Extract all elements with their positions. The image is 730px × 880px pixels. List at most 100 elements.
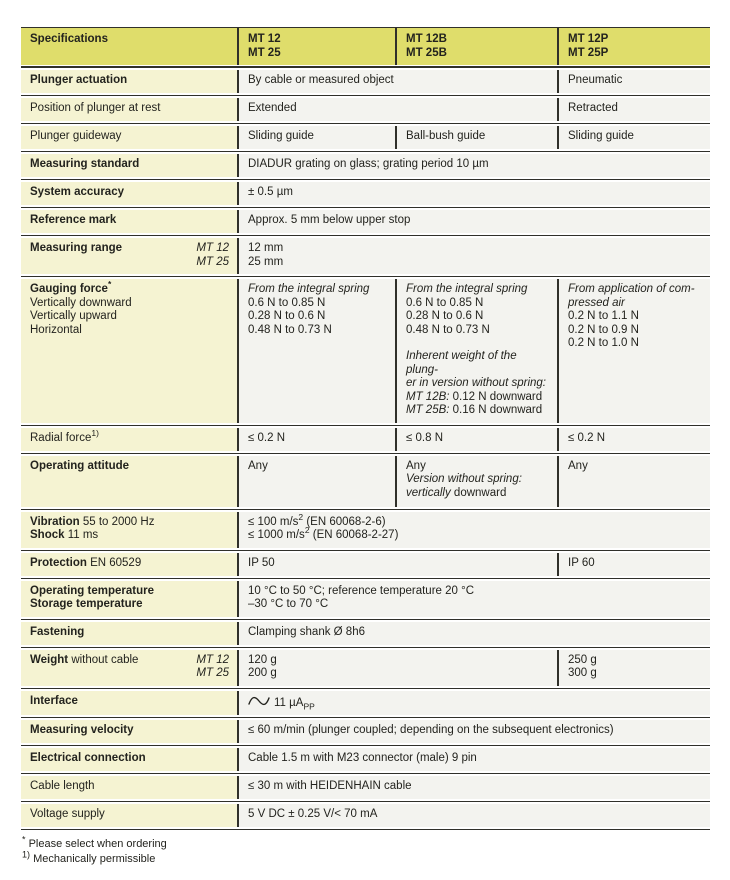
footnote-marker-asterisk: *	[107, 279, 112, 290]
header-mt12b-mt25b: MT 12B MT 25B	[395, 28, 557, 65]
row-label: Vibration 55 to 2000 Hz Shock 11 ms	[21, 511, 237, 548]
row-rule	[21, 717, 710, 718]
force-line: 0.28 N to 0.6 N	[248, 310, 326, 322]
storage-temp-label: Storage temperature	[30, 598, 143, 610]
row-measuring-velocity: Measuring velocity ≤ 60 m/min (plunger c…	[21, 720, 710, 743]
header-model-line: MT 25B	[406, 46, 447, 59]
header-model-line: MT 12B	[406, 33, 447, 45]
row-label: Measuring velocity	[21, 720, 237, 743]
row-label: Operating temperature Storage temperatur…	[21, 580, 237, 617]
row-rule	[21, 235, 710, 236]
row-label: Electrical connection	[21, 748, 237, 771]
row-rule	[21, 618, 710, 620]
footnote-text: Please select when ordering	[28, 838, 167, 850]
vibration-label-line: Vibration 55 to 2000 Hz	[30, 516, 229, 530]
force-line: 0.48 N to 0.73 N	[406, 323, 490, 336]
value-mt12b: From the integral spring 0.6 N to 0.85 N…	[395, 279, 557, 423]
force-line: 0.28 N to 0.6 N	[406, 310, 484, 322]
value-mt12: ≤ 0.2 N	[237, 427, 395, 451]
header-bottom-rule	[21, 66, 710, 68]
row-label-text: Measuring range	[30, 242, 123, 254]
row-rule	[21, 687, 710, 689]
weight-qualifier: without cable	[68, 653, 139, 666]
row-label: Radial force1)	[21, 427, 237, 451]
operating-temp-label: Operating temperature	[30, 584, 154, 597]
row-system-accuracy: System accuracy ± 0.5 µm	[21, 182, 710, 205]
source-note: From application of com-	[568, 283, 695, 295]
model-name: MT 12B:	[406, 390, 450, 403]
row-radial-force: Radial force1) ≤ 0.2 N ≤ 0.8 N ≤ 0.2 N	[21, 427, 710, 451]
value-all-models: ≤ 30 m with HEIDENHAIN cable	[237, 776, 710, 799]
force-line: 0.6 N to 0.85 N	[406, 296, 484, 309]
vibration-word: Vibration	[30, 515, 80, 528]
row-label-text: Weight without cable	[30, 654, 138, 681]
row-voltage-supply: Voltage supply 5 V DC ± 0.25 V/< 70 mA	[21, 804, 710, 827]
row-label: Fastening	[21, 621, 237, 645]
row-gauging-force: Gauging force* Vertically downward Verti…	[21, 279, 710, 423]
force-line: 0.2 N to 1.0 N	[568, 337, 639, 349]
row-label-text: Gauging force*	[30, 280, 229, 297]
value-mt12p: Retracted	[557, 98, 710, 121]
shock-value: ≤ 1000 m/s	[248, 529, 305, 541]
row-rule	[21, 577, 710, 579]
value-mt12p: IP 60	[557, 552, 710, 576]
row-measuring-standard: Measuring standard DIADUR grating on gla…	[21, 154, 710, 177]
row-rule	[21, 151, 710, 152]
value-mt12p: ≤ 0.2 N	[557, 427, 710, 451]
attitude-note-line: vertically downward	[406, 487, 549, 501]
value-mt12-mt12b: Extended	[237, 98, 557, 121]
row-rule	[21, 207, 710, 208]
row-rule	[21, 646, 710, 648]
protection-word: Protection	[30, 556, 87, 569]
value-all-models: 11 µAPP	[237, 690, 710, 715]
row-label: Measuring range MT 12 MT 25	[21, 238, 237, 274]
footnote-ordering: * Please select when ordering	[22, 835, 710, 852]
source-note: From the integral spring	[248, 283, 370, 295]
row-rule	[21, 801, 710, 802]
sine-wave-icon	[248, 696, 270, 705]
value-mt12-mt12b: By cable or measured object	[237, 70, 557, 93]
row-electrical-connection: Electrical connection Cable 1.5 m with M…	[21, 748, 710, 771]
value-all-models: Clamping shank Ø 8h6	[237, 621, 710, 645]
shock-standard: (EN 60068-2-27)	[309, 529, 399, 541]
model-sublabel: MT 25	[196, 255, 229, 268]
row-label: Measuring standard	[21, 154, 237, 177]
inherent-weight-note: Inherent weight of the plung-	[406, 350, 517, 376]
header-model-line: MT 25	[248, 46, 281, 59]
gauging-force-label: Gauging force	[30, 283, 108, 295]
value-mt12b: Ball-bush guide	[395, 126, 557, 149]
row-reference-mark: Reference mark Approx. 5 mm below upper …	[21, 210, 710, 233]
range-mt25: 25 mm	[248, 255, 284, 268]
row-label: Reference mark	[21, 210, 237, 233]
row-cable-length: Cable length ≤ 30 m with HEIDENHAIN cabl…	[21, 776, 710, 799]
interface-signal: 11 µA	[274, 696, 304, 709]
row-rule	[21, 95, 710, 96]
row-label: Operating attitude	[21, 455, 237, 507]
row-label: Position of plunger at rest	[21, 98, 237, 121]
header-row: Specifications MT 12 MT 25 MT 12B MT 25B…	[21, 28, 710, 65]
vibration-value-line: ≤ 100 m/s2 (EN 60068-2-6)	[248, 512, 702, 530]
attitude-note: Version without spring:	[406, 473, 522, 485]
weight-word: Weight	[30, 653, 69, 666]
header-mt12p-mt25p: MT 12P MT 25P	[557, 28, 710, 65]
source-note: From the integral spring	[406, 283, 528, 295]
header-mt12-mt25: MT 12 MT 25	[237, 28, 395, 65]
row-rule	[21, 508, 710, 510]
model-sublabel: MT 25	[196, 667, 229, 679]
value-all-models: Approx. 5 mm below upper stop	[237, 210, 710, 233]
row-vibration-shock: Vibration 55 to 2000 Hz Shock 11 ms ≤ 10…	[21, 511, 710, 548]
force-line: 0.48 N to 0.73 N	[248, 323, 332, 336]
value-all-models: DIADUR grating on glass; grating period …	[237, 154, 710, 177]
value-mt12p: Any	[557, 455, 710, 507]
row-temperature: Operating temperature Storage temperatur…	[21, 580, 710, 617]
row-rule	[21, 276, 710, 277]
row-label: Interface	[21, 690, 237, 715]
vibration-standard: (EN 60068-2-6)	[303, 515, 386, 528]
value-mt12: From the integral spring 0.6 N to 0.85 N…	[237, 279, 395, 423]
force-line: 0.6 N to 0.85 N	[248, 296, 326, 309]
direction-line: Vertically upward	[30, 310, 117, 322]
header-model-line: MT 12P	[568, 33, 609, 45]
row-rule	[21, 123, 710, 124]
model-sublabels: MT 12 MT 25	[196, 654, 229, 681]
footnotes: * Please select when ordering 1) Mechani…	[22, 835, 710, 867]
